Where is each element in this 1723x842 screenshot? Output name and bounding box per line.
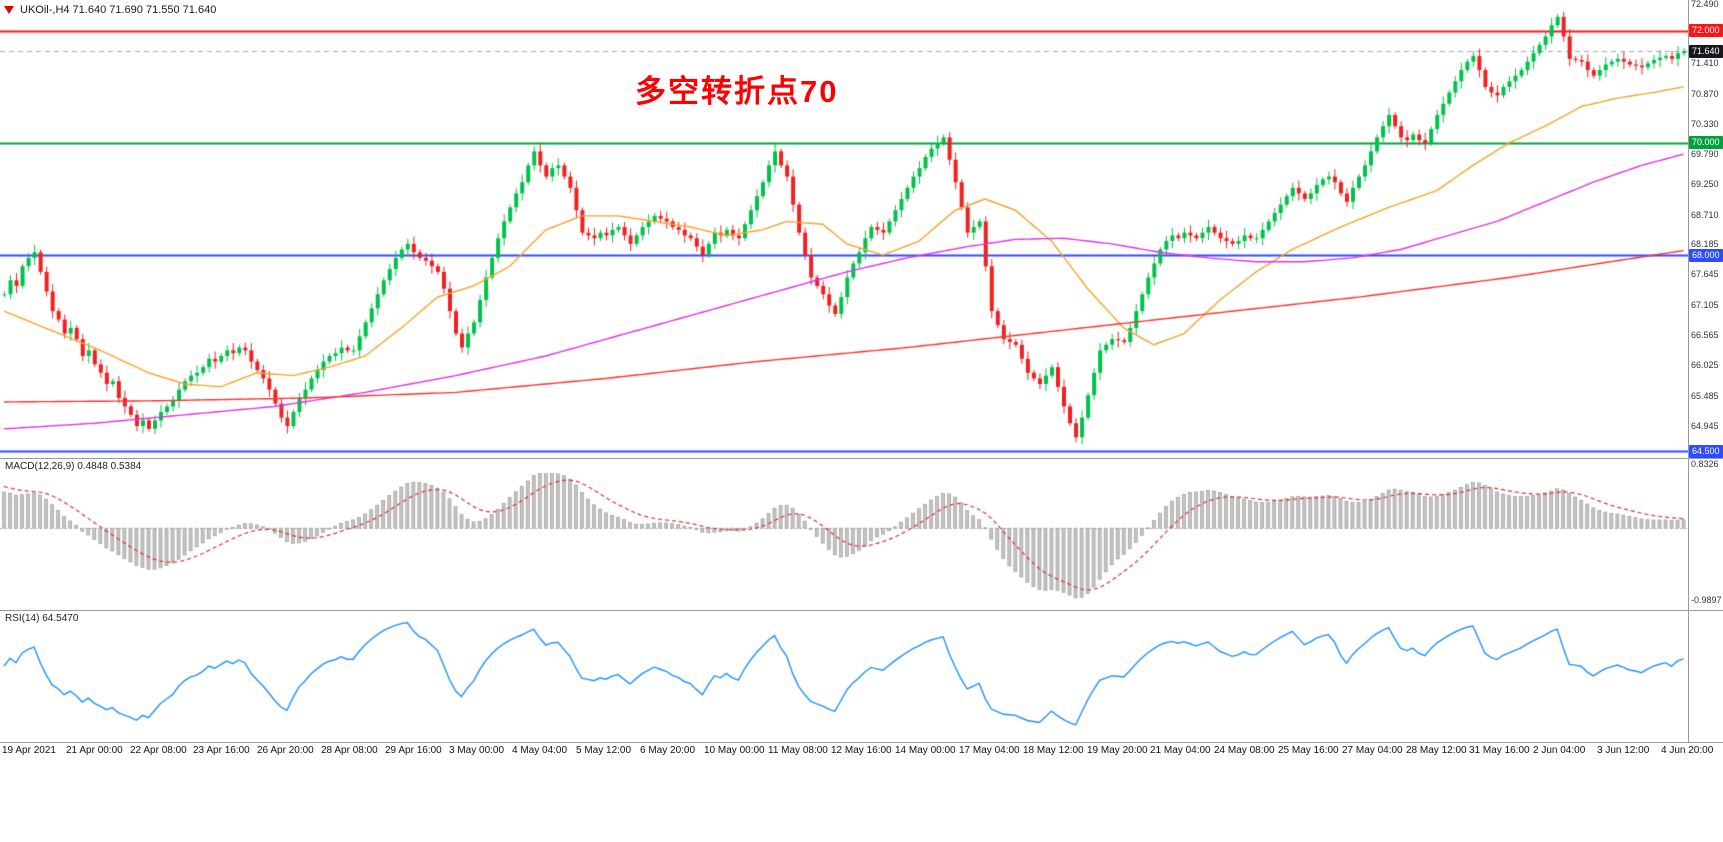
price-axis[interactable]: 72.490 71.410 70.870 70.330 69.790 69.250 68.7…: [1689, 0, 1723, 742]
symbol-marker-icon: [4, 6, 14, 14]
main-price-chart[interactable]: [0, 0, 1688, 458]
time-axis-label: 28 May 12:00: [1406, 745, 1467, 756]
chart-header: UKOil-,H4 71.640 71.690 71.550 71.640: [4, 4, 216, 16]
time-axis-label: 26 Apr 20:00: [257, 745, 314, 756]
time-axis-label: 31 May 16:00: [1469, 745, 1530, 756]
time-axis-label: 5 May 12:00: [576, 745, 632, 756]
price-axis-label: 65.485: [1691, 391, 1719, 401]
time-axis-label: 22 Apr 08:00: [130, 745, 187, 756]
time-axis-label: 19 Apr 2021: [2, 745, 56, 756]
macd-panel-chart[interactable]: [0, 458, 1688, 610]
time-axis-label: 3 Jun 12:00: [1597, 745, 1650, 756]
time-axis-label: 29 Apr 16:00: [385, 745, 442, 756]
time-axis-label: 28 Apr 08:00: [321, 745, 378, 756]
time-axis-label: 3 May 00:00: [449, 745, 505, 756]
time-axis-label: 21 May 04:00: [1150, 745, 1211, 756]
time-axis-label: 27 May 04:00: [1342, 745, 1403, 756]
macd-axis-min-label: -0.9897: [1691, 595, 1722, 605]
price-level-badge: 71.640: [1689, 45, 1723, 58]
price-axis-label: 70.870: [1691, 89, 1719, 99]
time-axis-label: 14 May 00:00: [895, 745, 956, 756]
price-axis-label: 68.710: [1691, 210, 1719, 220]
price-axis-label: 68.185: [1691, 239, 1719, 249]
time-axis-label: 25 May 16:00: [1278, 745, 1339, 756]
price-level-badge: 64.500: [1689, 445, 1723, 458]
time-axis-label: 2 Jun 04:00: [1533, 745, 1586, 756]
time-axis-label: 4 Jun 20:00: [1661, 745, 1714, 756]
time-axis-label: 11 May 08:00: [768, 745, 828, 756]
price-axis-label: 67.105: [1691, 300, 1719, 310]
price-level-badge: 68.000: [1689, 249, 1723, 262]
price-axis-label: 67.645: [1691, 269, 1719, 279]
time-axis-label: 23 Apr 16:00: [193, 745, 250, 756]
price-axis-label: 69.250: [1691, 179, 1719, 189]
time-axis-label: 19 May 20:00: [1087, 745, 1148, 756]
price-axis-label: 71.410: [1691, 58, 1719, 68]
main-macd-separator: [0, 458, 1723, 459]
rsi-panel-chart[interactable]: [0, 610, 1688, 742]
price-axis-label: 66.565: [1691, 330, 1719, 340]
price-level-badge: 70.000: [1689, 136, 1723, 149]
macd-indicator-label: MACD(12,26,9) 0.4848 0.5384: [5, 461, 142, 472]
price-axis-separator: [1688, 0, 1689, 742]
rsi-time-separator: [0, 742, 1723, 743]
price-axis-label: 64.945: [1691, 421, 1719, 431]
time-axis-label: 18 May 12:00: [1023, 745, 1084, 756]
time-axis-label: 24 May 08:00: [1214, 745, 1275, 756]
macd-axis-max-label: 0.8326: [1691, 459, 1719, 469]
time-axis-label: 21 Apr 00:00: [66, 745, 123, 756]
chart-annotation: 多空转折点70: [635, 74, 839, 109]
price-axis-label: 66.025: [1691, 360, 1719, 370]
price-level-badge: 72.000: [1689, 24, 1723, 37]
price-axis-label: 70.330: [1691, 119, 1719, 129]
time-axis-label: 6 May 20:00: [640, 745, 696, 756]
macd-rsi-separator: [0, 610, 1723, 611]
symbol-ohlc-title: UKOil-,H4 71.640 71.690 71.550 71.640: [20, 4, 217, 16]
time-axis-label: 12 May 16:00: [831, 745, 892, 756]
price-axis-label: 72.490: [1691, 0, 1719, 9]
time-axis[interactable]: 19 Apr 2021 21 Apr 00:00 22 Apr 08:00 23 Ap…: [0, 743, 1723, 761]
price-axis-label: 69.790: [1691, 149, 1719, 159]
time-axis-label: 4 May 04:00: [512, 745, 568, 756]
time-axis-label: 10 May 00:00: [704, 745, 765, 756]
time-axis-label: 17 May 04:00: [959, 745, 1020, 756]
rsi-indicator-label: RSI(14) 64.5470: [5, 613, 79, 624]
